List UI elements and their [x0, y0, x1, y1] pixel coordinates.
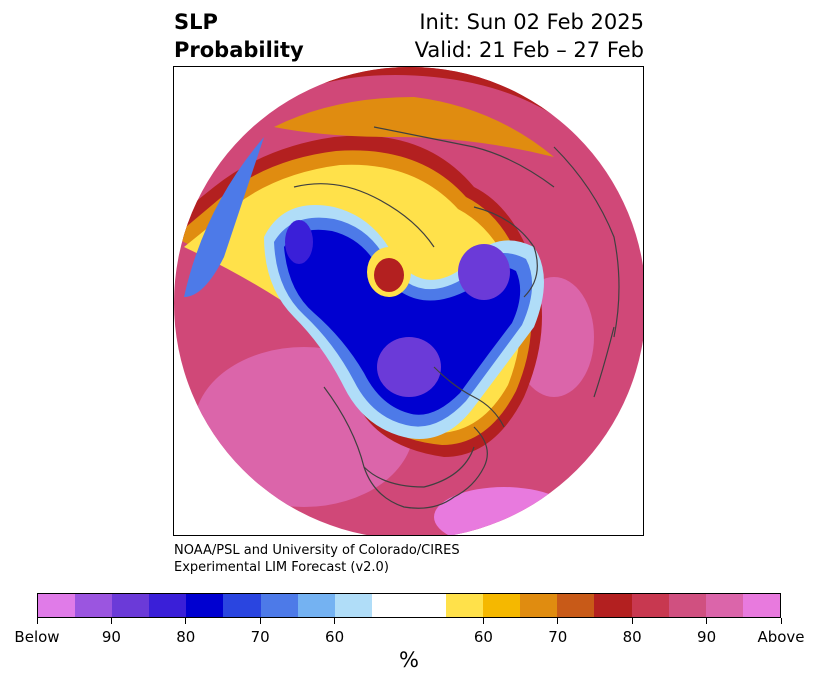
valid-range: Valid: 21 Feb – 27 Feb	[414, 38, 644, 62]
colorbar-tick-label: 70	[548, 628, 568, 646]
below-band-northwest	[184, 137, 264, 297]
credit-line-2: Experimental LIM Forecast (v2.0)	[174, 560, 389, 575]
polar-map-svg	[174, 67, 643, 535]
init-date: Init: Sun 02 Feb 2025	[419, 10, 644, 34]
colorbar-tick-label: 80	[176, 628, 196, 646]
below-center-siberia	[285, 220, 313, 264]
colorbar-swatch	[408, 594, 447, 617]
colorbar-tick	[334, 618, 336, 624]
forecast-dates: Init: Sun 02 Feb 2025 Valid: 21 Feb – 27…	[415, 8, 644, 64]
above-pocket-red	[374, 258, 404, 292]
below-center-canada	[377, 337, 441, 397]
colorbar-swatch	[334, 594, 372, 617]
credit-line-1: NOAA/PSL and University of Colorado/CIRE…	[174, 543, 460, 558]
colorbar-tick	[259, 618, 261, 624]
title-variable: SLP	[174, 10, 218, 34]
colorbar-swatch	[483, 594, 521, 617]
colorbar-tick	[780, 618, 782, 624]
colorbar-swatch	[668, 594, 706, 617]
colorbar-tick-label: 90	[101, 628, 121, 646]
colorbar-tick	[36, 618, 38, 624]
colorbar-tick-label: Below	[14, 628, 60, 646]
colorbar-tick	[185, 618, 187, 624]
colorbar-tick-label: 60	[325, 628, 345, 646]
colorbar-swatch	[557, 594, 595, 617]
colorbar-tick	[557, 618, 559, 624]
colorbar-tick	[482, 618, 484, 624]
below-region-strong	[284, 229, 521, 415]
colorbar-tick	[110, 618, 112, 624]
colorbar-swatch	[705, 594, 743, 617]
colorbar-swatch	[186, 594, 224, 617]
colorbar-tick-label: 60	[473, 628, 493, 646]
above-region-arctic-orange	[274, 97, 554, 157]
colorbar-tick	[706, 618, 708, 624]
colorbar-swatch	[149, 594, 187, 617]
colorbar-swatch	[38, 594, 76, 617]
colorbar-swatch	[742, 594, 780, 617]
colorbar-tick-label: 90	[697, 628, 717, 646]
colorbar-tick-label: 70	[250, 628, 270, 646]
coastlines	[293, 126, 620, 509]
colorbar-swatch	[297, 594, 335, 617]
colorbar-tick-label: 80	[622, 628, 642, 646]
colorbar-swatch	[223, 594, 261, 617]
colorbar-unit: %	[399, 648, 419, 672]
colorbar-swatch	[594, 594, 632, 617]
colorbar-swatch	[112, 594, 150, 617]
colorbar-swatch	[446, 594, 484, 617]
map-title: SLP Probability	[174, 8, 304, 64]
title-field: Probability	[174, 38, 304, 62]
colorbar-tick	[631, 618, 633, 624]
colorbar-swatch	[631, 594, 669, 617]
below-center-arctic	[458, 244, 510, 300]
probability-map	[173, 66, 644, 536]
credit-text: NOAA/PSL and University of Colorado/CIRE…	[174, 542, 460, 576]
colorbar-swatch	[75, 594, 113, 617]
colorbar-tick-label: Above	[757, 628, 805, 646]
colorbar-swatch	[520, 594, 558, 617]
colorbar-swatch	[371, 594, 409, 617]
colorbar	[37, 593, 781, 618]
colorbar-swatch	[260, 594, 298, 617]
